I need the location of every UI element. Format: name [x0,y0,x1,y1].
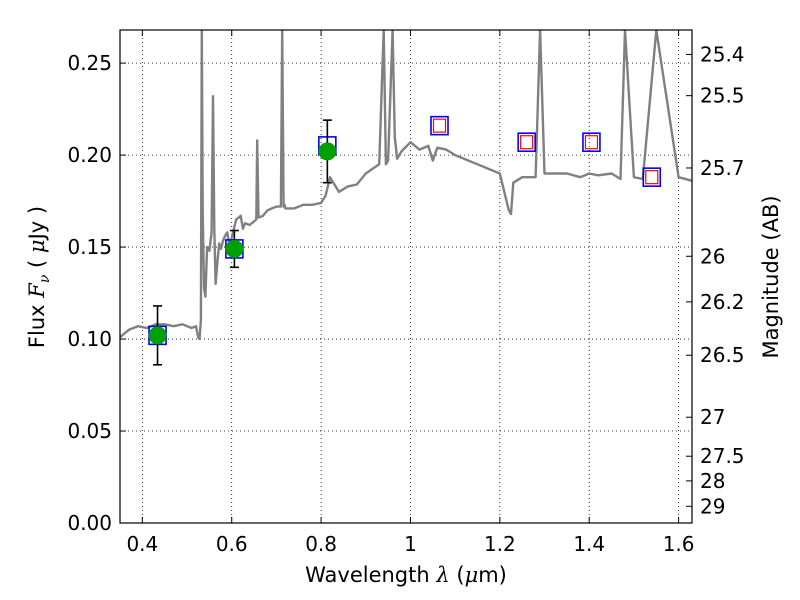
x-tick-label: 1.4 [573,532,605,556]
plot-area [120,30,692,366]
x-tick-label: 1.2 [484,532,516,556]
upper-limit-square [432,118,447,133]
y-tick-label: 0.25 [67,51,112,75]
y2-tick-label: 25.4 [700,42,745,66]
model-sed-line [120,30,692,341]
y2-tick-label: 28 [700,469,725,493]
x-tick-label: 0.6 [216,532,248,556]
upper-limit-square [520,135,534,150]
y2-axis-label: Magnitude (AB) [759,195,783,358]
y-tick-label: 0.05 [67,419,112,443]
y2-tick-label: 25.5 [700,84,745,108]
y-tick-label: 0.20 [67,143,112,167]
model-photometry-square [642,167,662,187]
y2-tick-label: 29 [700,494,725,518]
model-photometry-square [582,132,601,153]
y2-tick-label: 26.5 [700,343,745,367]
y-tick-label: 0.00 [67,511,112,535]
x-axis-label: Wavelength λ (μm) [305,563,507,587]
observed-point [225,239,244,258]
upper-limit-square [584,135,599,150]
y2-tick-label: 26 [700,244,725,268]
y2-tick-label: 25.7 [700,156,745,180]
x-tick-label: 1 [404,532,417,556]
observed-point [318,142,337,161]
y2-tick-label: 27.5 [700,444,745,468]
observed-point [148,326,167,345]
y-tick-label: 0.15 [67,235,112,259]
ticks: 0.4 0.6 0.8 1 1.2 1.4 1.6 0.00 0.05 0.10 0.15 0.20 0… [67,30,745,556]
model-photometry-square [517,132,536,153]
plot-frame [119,29,693,524]
x-tick-label: 0.8 [305,532,337,556]
y-tick-label: 0.10 [67,327,112,351]
y-axis-label: Flux Fν ( μJy ) [25,206,53,348]
x-tick-label: 1.6 [663,532,695,556]
upper-limit-square [645,170,659,185]
y2-tick-label: 27 [700,405,725,429]
model-photometry-square [430,115,449,136]
y2-tick-label: 26.2 [700,290,745,314]
x-tick-label: 0.4 [126,532,158,556]
